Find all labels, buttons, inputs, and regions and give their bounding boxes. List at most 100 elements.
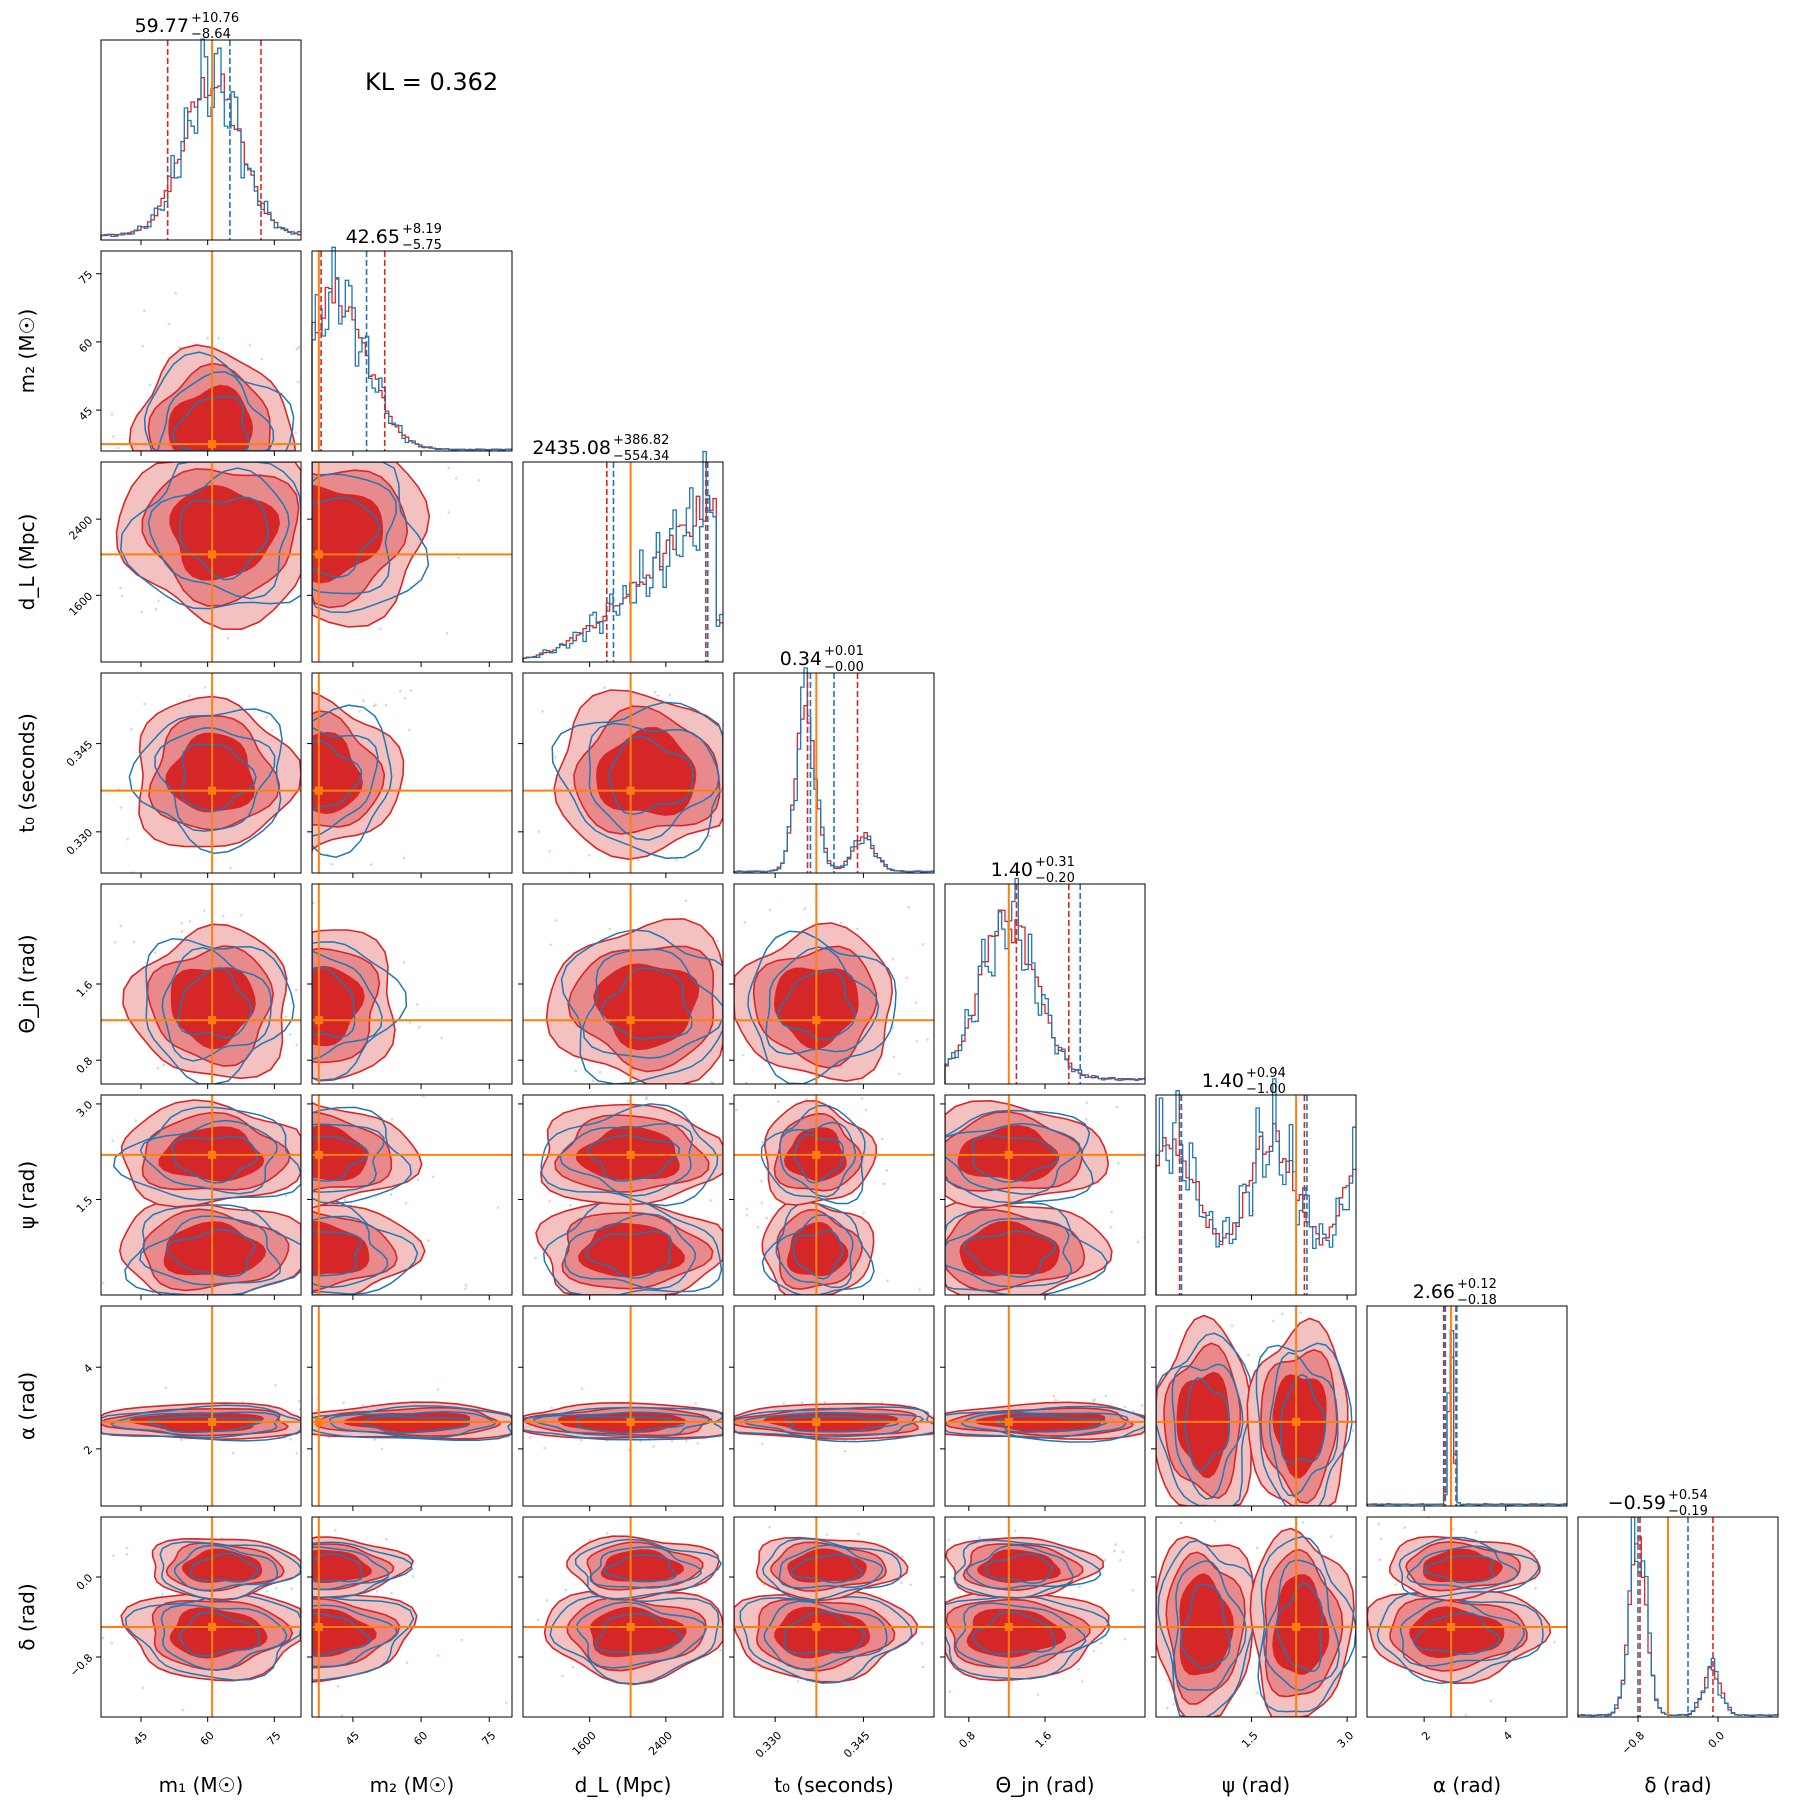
scatter-point — [390, 1591, 393, 1595]
scatter-point — [405, 1661, 409, 1664]
truth-marker — [1004, 1417, 1013, 1426]
truth-marker — [626, 1016, 635, 1025]
density-group — [312, 1517, 512, 1717]
scatter-point — [402, 961, 406, 964]
x-tick-label: 2400 — [646, 1729, 675, 1758]
scatter-point — [608, 927, 612, 931]
scatter-point — [260, 357, 264, 361]
scatter-point — [580, 1438, 583, 1442]
scatter-point — [587, 853, 591, 857]
contour-series-b-0 — [1157, 1539, 1258, 1717]
scatter-point — [536, 1618, 540, 1622]
contour-series-b-0 — [760, 1104, 866, 1205]
scatter-point — [653, 690, 657, 694]
panel-3-3: 0.34 +0.01−0.00 — [733, 644, 935, 878]
scatter-point — [1119, 1559, 1122, 1562]
scatter-point — [1378, 1558, 1382, 1562]
scatter-point — [1131, 1589, 1135, 1592]
scatter-point — [120, 594, 124, 598]
y-tick-label: 0.345 — [64, 738, 95, 769]
scatter-point — [330, 862, 334, 866]
diag-title-main: 59.77 — [135, 15, 189, 37]
contour-series-b-0 — [1398, 1536, 1540, 1598]
x-tick-label: 1.6 — [1033, 1729, 1055, 1751]
truth-marker — [626, 1150, 635, 1159]
scatter-point — [284, 1194, 288, 1198]
scatter-point — [1132, 1410, 1135, 1413]
scatter-point — [652, 1445, 655, 1448]
contour-series-b-1 — [588, 722, 720, 841]
scatter-point — [1114, 1543, 1117, 1546]
panel-frame — [733, 1094, 935, 1296]
scatter-point — [380, 1447, 384, 1451]
scatter-point — [564, 1588, 568, 1592]
scatter-point — [574, 1069, 577, 1073]
scatter-point — [561, 1674, 564, 1678]
y-tick-label: 3.0 — [74, 1098, 96, 1120]
density-group — [945, 1306, 1145, 1506]
contour-series-b-2 — [1180, 1583, 1231, 1670]
scatter-point — [545, 1598, 549, 1602]
contour-series-b-2 — [312, 1612, 371, 1656]
scatter-point — [101, 1281, 105, 1285]
x-tick-label: 75 — [264, 1729, 283, 1748]
scatter-point — [656, 694, 660, 697]
scatter-point — [1099, 1641, 1103, 1645]
contour-series-b-2 — [177, 967, 252, 1039]
scatter-point — [403, 696, 407, 700]
panel-frame — [311, 250, 513, 452]
panel-2-4 — [518, 883, 724, 1089]
panel-frame — [311, 1516, 513, 1718]
contour-series-b-2 — [792, 1229, 844, 1280]
scatter-point — [297, 1399, 301, 1403]
scatter-point — [294, 988, 298, 992]
scatter-point — [921, 943, 925, 946]
x-axis-label-3: t₀ (seconds) — [774, 1773, 894, 1797]
contour-series-b-0 — [312, 704, 393, 858]
panel-0-3: 0.330 0.345 — [64, 672, 302, 878]
contour-series-b-2 — [171, 1135, 259, 1184]
diag-title-main: 1.40 — [991, 859, 1033, 881]
scatter-point — [288, 1033, 292, 1036]
scatter-point — [408, 1021, 412, 1024]
contour-series-a-2 — [312, 1125, 369, 1182]
contour-series-b-1 — [173, 1544, 279, 1592]
scatter-point — [708, 834, 712, 838]
scatter-point — [119, 586, 122, 590]
scatter-point — [1299, 1311, 1303, 1314]
scatter-point — [719, 1649, 722, 1652]
diag-title-plus: +0.12 — [1457, 1277, 1497, 1292]
density-group — [312, 673, 512, 873]
scatter-point — [603, 686, 606, 690]
scatter-point — [1489, 1699, 1493, 1703]
contour-series-b-0 — [739, 1596, 913, 1684]
contour-series-b-2 — [587, 1134, 681, 1182]
contour-series-b-1 — [533, 1411, 713, 1438]
contour-series-b-0 — [143, 351, 295, 451]
x-tick-label: 0.0 — [1706, 1729, 1728, 1751]
scatter-point — [800, 1401, 804, 1405]
scatter-point — [460, 1638, 463, 1642]
truth-marker — [208, 440, 217, 449]
truth-marker — [626, 1623, 635, 1631]
scatter-point — [860, 1097, 864, 1100]
diag-title-minus: −0.00 — [824, 660, 864, 675]
contour-series-a-2 — [312, 965, 365, 1047]
panel-4-6 — [940, 1305, 1146, 1511]
scatter-point — [390, 1117, 394, 1121]
scatter-point — [1379, 1537, 1383, 1541]
diag-title-main: 0.34 — [780, 648, 822, 670]
y-tick-label: −0.8 — [67, 1651, 95, 1679]
contour-series-b-0 — [312, 1541, 413, 1599]
scatter-point — [1052, 1394, 1056, 1398]
panel-5-5: 1.40 +0.94−1.00 — [1155, 1066, 1357, 1300]
scatter-point — [1115, 1105, 1119, 1109]
scatter-point — [409, 689, 413, 692]
diag-title-minus: −554.34 — [613, 449, 669, 464]
scatter-point — [1281, 1312, 1284, 1316]
contour-series-b-0 — [540, 1103, 719, 1207]
panel-frame — [1155, 1516, 1357, 1718]
scatter-point — [696, 1442, 700, 1445]
scatter-point — [760, 1442, 764, 1445]
